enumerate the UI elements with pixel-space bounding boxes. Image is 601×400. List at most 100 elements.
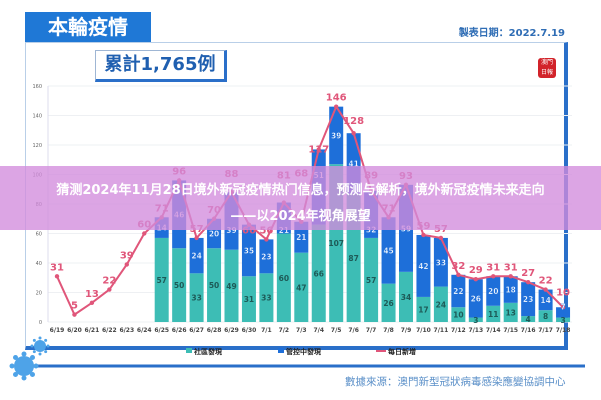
x-tick-label: 7/13	[468, 327, 483, 334]
bar-community	[172, 248, 187, 322]
bar-community-label: 13	[505, 308, 515, 317]
x-tick-label: 7/11	[434, 327, 449, 334]
virus-spike-icon	[13, 371, 19, 377]
daily-point	[142, 231, 147, 236]
x-tick-label: 6/20	[67, 327, 82, 334]
x-tick-label: 6/24	[137, 327, 152, 334]
virus-spike-icon	[9, 363, 15, 369]
daily-label: 13	[85, 289, 99, 300]
x-tick-label: 7/4	[313, 327, 324, 334]
bar-community-label: 26	[383, 299, 393, 308]
bar-community-label: 33	[261, 294, 271, 303]
y-tick-label: 60	[36, 232, 42, 238]
bar-community	[538, 310, 553, 322]
bar-community-label: 87	[348, 254, 358, 263]
legend-controlled: 管控中發現	[286, 347, 321, 356]
daily-label: 31	[486, 262, 500, 273]
daily-point	[525, 279, 531, 285]
bar-controlled	[329, 106, 344, 165]
legend-daily: 每日新增	[388, 347, 416, 356]
bar-community	[451, 307, 466, 322]
legend-swatch-community	[186, 348, 192, 353]
bar-community-label: 107	[328, 239, 344, 248]
daily-point	[473, 277, 478, 282]
cumulative-total: 累計1,765例	[95, 50, 227, 82]
bar-controlled-label: 35	[244, 246, 254, 255]
bar-controlled	[538, 289, 553, 311]
virus-spike-icon	[32, 338, 36, 342]
x-tick-label: 6/21	[85, 327, 100, 334]
bar-community-label: 34	[401, 293, 411, 302]
bar-community	[433, 286, 448, 322]
bar-community-label: 66	[314, 269, 324, 278]
daily-point	[560, 305, 566, 310]
data-source: 數據來源：澳門新型冠狀病毒感染應變協調中心	[345, 376, 566, 388]
y-tick-label: 20	[36, 291, 42, 297]
daily-label: 56	[259, 225, 273, 236]
x-tick-label: 6/29	[224, 327, 239, 334]
bar-community-label: 47	[296, 283, 306, 292]
y-tick-label: 120	[32, 143, 42, 149]
bar-controlled-label: 41	[348, 159, 358, 168]
virus-spike-icon	[46, 344, 50, 348]
virus-icon	[14, 356, 34, 376]
x-tick-label: 7/15	[503, 327, 518, 334]
bar-controlled-label: 39	[331, 131, 341, 140]
bar-controlled	[503, 276, 518, 303]
bar-community	[259, 273, 274, 322]
bar-community	[224, 249, 239, 322]
bar-community	[486, 305, 501, 322]
virus-icon	[34, 340, 46, 352]
daily-label: 128	[343, 116, 364, 127]
bar-controlled	[381, 217, 396, 284]
bar-community	[556, 317, 571, 322]
x-tick-label: 7/1	[261, 327, 272, 334]
bar-controlled-label: 42	[418, 262, 428, 271]
daily-label: 22	[102, 276, 116, 287]
bar-community-label: 3	[560, 316, 565, 325]
bar-controlled	[451, 274, 466, 308]
x-tick-label: 7/18	[556, 327, 571, 334]
daily-label: 146	[326, 93, 347, 104]
bar-community-label: 17	[418, 305, 428, 314]
bar-community	[416, 296, 431, 322]
bar-community-label: 33	[191, 294, 201, 303]
x-tick-label: 7/10	[416, 327, 431, 334]
article-title-banner: 猜测2024年11月28日境外新冠疫情热门信息，预测与解析，境外新冠疫情未来走向…	[0, 166, 601, 230]
x-tick-label: 7/2	[279, 327, 290, 334]
bar-community	[294, 252, 309, 322]
bar-controlled	[241, 224, 256, 277]
daily-point	[334, 104, 339, 109]
daily-point	[421, 232, 426, 238]
bar-controlled-label: 39	[226, 226, 236, 235]
article-title-line2: ——以2024年视角展望	[230, 209, 371, 224]
x-tick-label: 7/5	[331, 327, 342, 334]
bar-community	[189, 273, 204, 322]
bar-community-label: 31	[244, 295, 254, 304]
virus-spike-icon	[30, 344, 34, 348]
bar-community	[521, 316, 536, 322]
daily-point	[107, 287, 112, 292]
bar-community	[381, 283, 396, 322]
bar-controlled	[486, 276, 501, 306]
bar-community-label: 49	[226, 282, 236, 291]
virus-spike-icon	[44, 350, 48, 354]
bar-controlled-label: 21	[296, 233, 306, 242]
x-tick-label: 6/28	[207, 327, 222, 334]
virus-spike-icon	[13, 355, 19, 361]
daily-point	[54, 274, 60, 279]
article-title-line1: 猜测2024年11月28日境外新冠疫情热门信息，预测与解析，境外新冠疫情未来走向	[56, 183, 545, 198]
x-tick-label: 7/16	[521, 327, 536, 334]
virus-spike-icon	[29, 371, 35, 377]
virus-spike-icon	[38, 336, 42, 340]
bar-controlled-label: 33	[436, 258, 446, 267]
bar-controlled-label: 23	[523, 295, 533, 304]
x-tick-label: 6/26	[172, 327, 187, 334]
bar-community-label: 24	[436, 300, 446, 309]
virus-spike-icon	[21, 375, 27, 381]
y-tick-label: 140	[32, 114, 42, 120]
daily-point	[491, 274, 496, 279]
bar-community-label: 57	[156, 276, 166, 285]
virus-spike-icon	[38, 352, 42, 356]
bar-controlled	[259, 239, 274, 274]
